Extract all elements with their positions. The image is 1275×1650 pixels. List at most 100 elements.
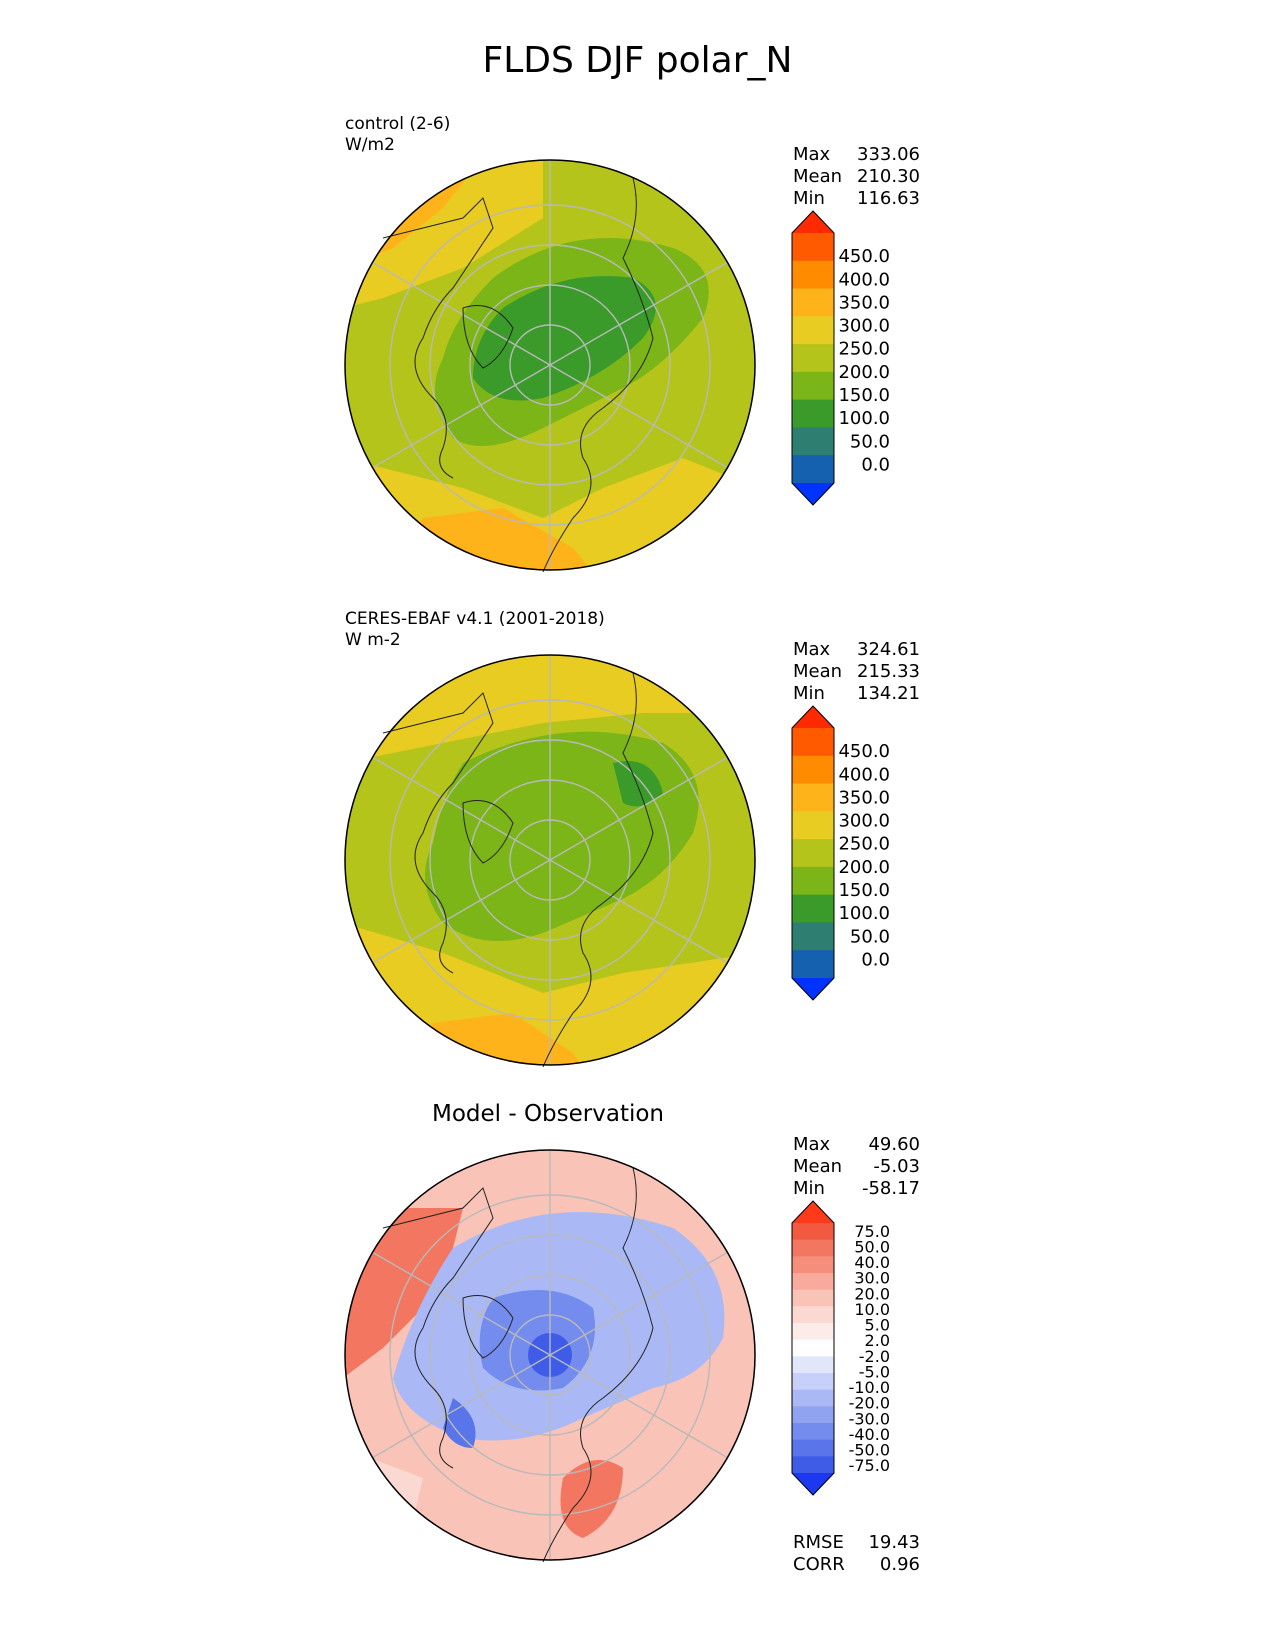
coastlines xyxy=(382,177,654,572)
colorbar-tick-label: 100.0 xyxy=(838,903,890,924)
colorbar-band xyxy=(792,399,834,428)
colorbar-tick-label: 150.0 xyxy=(838,385,890,406)
colorbar-tick-label: 0.0 xyxy=(861,949,890,970)
colorbar-tick-label: 250.0 xyxy=(838,834,890,855)
colorbar-tick-label: 200.0 xyxy=(838,857,890,878)
panel-label-units: W/m2 xyxy=(345,135,395,155)
colorbar-tick-label: -20.0 xyxy=(849,1394,890,1413)
colorbar-band xyxy=(792,1239,834,1257)
coastline xyxy=(462,800,514,864)
stat-value: -58.17 xyxy=(861,1178,920,1199)
graticule xyxy=(371,1150,729,1560)
stat-value: 116.63 xyxy=(857,188,920,209)
stat-value: -5.03 xyxy=(873,1156,920,1177)
colorbar-tick-label: 50.0 xyxy=(850,926,890,947)
colorbar-tick-label: 20.0 xyxy=(854,1284,890,1303)
stat-value: 215.33 xyxy=(857,661,920,682)
stat-value: 19.43 xyxy=(868,1532,920,1553)
stat-name: Min xyxy=(793,1178,825,1199)
panel-difference: Model - Observation Max 49.60 Mean -5.03 M… xyxy=(0,1100,1275,1600)
colorbar-tick-label: -2.0 xyxy=(859,1347,890,1366)
colorbar-tick-label: -5.0 xyxy=(859,1362,890,1381)
colorbar-band xyxy=(792,1423,834,1441)
stat-value: 324.61 xyxy=(857,639,920,660)
stat-name: CORR xyxy=(793,1554,845,1575)
colorbar-tick-label: 200.0 xyxy=(838,362,890,383)
colorbar-extend-top xyxy=(792,211,834,233)
colorbar-band xyxy=(792,455,834,484)
graticule-meridian xyxy=(371,1251,729,1459)
stat-name: RMSE xyxy=(793,1532,844,1553)
colorbar-extend-bottom xyxy=(792,483,834,505)
colorbar-tick-label: -10.0 xyxy=(849,1378,890,1397)
colorbar-band xyxy=(792,427,834,456)
colorbar-band xyxy=(792,233,834,262)
polar-map-difference xyxy=(344,1149,756,1562)
colorbar-tick-label: -75.0 xyxy=(849,1456,890,1475)
colorbar-band xyxy=(792,260,834,290)
colorbar-tick-label: -30.0 xyxy=(849,1409,890,1428)
figure-title: FLDS DJF polar_N xyxy=(482,40,793,81)
colorbar-tick-label: 300.0 xyxy=(838,811,890,832)
colorbar-extend-top xyxy=(792,1201,834,1223)
colorbar-extend-bottom xyxy=(792,1473,834,1495)
colorbar-band xyxy=(792,811,834,840)
colorbar-tick-label: 400.0 xyxy=(838,269,890,290)
colorbar-tick-label: 10.0 xyxy=(854,1300,890,1319)
colorbar-tick-label: 75.0 xyxy=(854,1222,890,1241)
coastline xyxy=(462,305,514,369)
stat-name: Min xyxy=(793,683,825,704)
stat-value: 0.96 xyxy=(879,1554,920,1575)
colorbar-band xyxy=(792,316,834,345)
stat-name: Mean xyxy=(793,661,843,682)
polar-map-control xyxy=(344,159,756,572)
coastline xyxy=(542,177,654,572)
colorbar-tick-label: 50.0 xyxy=(854,1237,890,1256)
colorbar-tick-label: 450.0 xyxy=(838,246,890,267)
colorbar-tick-label: 100.0 xyxy=(838,408,890,429)
colorbar-band xyxy=(792,894,834,923)
colorbar-band xyxy=(792,1323,834,1341)
colorbar-tick-label: 400.0 xyxy=(838,764,890,785)
colorbar-band xyxy=(792,950,834,979)
stat-name: Mean xyxy=(793,166,843,187)
colorbar-outline xyxy=(791,210,835,506)
colorbar-band xyxy=(792,1406,834,1424)
colorbar-band xyxy=(792,755,834,785)
colorbar-band xyxy=(792,1289,834,1307)
stat-name: Min xyxy=(793,188,825,209)
coastline xyxy=(382,692,494,974)
stats-box-extra: RMSE 19.43 CORR 0.96 xyxy=(793,1532,920,1576)
colorbar-tick-label: 250.0 xyxy=(838,339,890,360)
map-boundary xyxy=(344,1149,756,1561)
colorbar-tick-label: 150.0 xyxy=(838,880,890,901)
polar-map-observation xyxy=(344,654,756,1067)
colorbar-tick-label: 350.0 xyxy=(838,787,890,808)
colorbar-band xyxy=(792,922,834,951)
colorbar-band xyxy=(792,1339,834,1357)
colorbar-tick-label: 5.0 xyxy=(865,1316,890,1335)
colorbar-tick-label: -40.0 xyxy=(849,1425,890,1444)
colorbar-band xyxy=(792,728,834,757)
map-field xyxy=(473,276,656,401)
graticule xyxy=(371,655,729,1065)
colorbar-tick-label: -50.0 xyxy=(849,1441,890,1460)
coastline xyxy=(462,1295,514,1359)
panel-control: control (2-6) W/m2 Max 333.06 Mean 210.30 … xyxy=(0,110,1275,610)
map-boundary xyxy=(344,654,756,1066)
colorbar-band xyxy=(792,344,834,373)
graticule xyxy=(371,160,729,570)
colorbar-tick-label: 350.0 xyxy=(838,292,890,313)
colorbar-band xyxy=(792,866,834,896)
map-boundary xyxy=(344,159,756,571)
stat-value: 49.60 xyxy=(868,1134,920,1155)
colorbar-band xyxy=(792,1439,834,1457)
map-field xyxy=(560,1460,623,1538)
panel-observation: CERES-EBAF v4.1 (2001-2018) W m-2 Max 324… xyxy=(0,605,1275,1105)
stat-name: Mean xyxy=(793,1156,843,1177)
coastlines xyxy=(382,1167,654,1562)
stat-value: 210.30 xyxy=(857,166,920,187)
colorbar-band xyxy=(792,1389,834,1407)
stats-box: Max 324.61 Mean 215.33 Min 134.21 xyxy=(793,639,920,705)
